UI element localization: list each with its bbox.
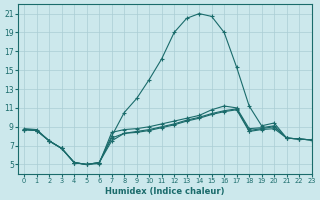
X-axis label: Humidex (Indice chaleur): Humidex (Indice chaleur) bbox=[105, 187, 225, 196]
